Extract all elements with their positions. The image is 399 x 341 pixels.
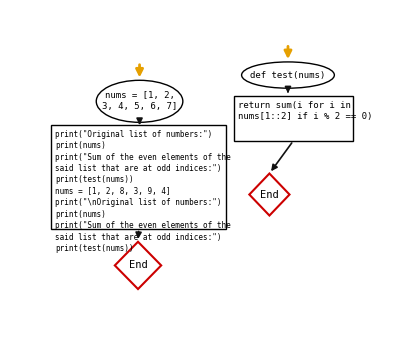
Text: End: End [260,190,279,199]
Bar [234,96,353,141]
Text: def test(nums): def test(nums) [250,71,326,79]
Text: return sum(i for i in
nums[1::2] if i % 2 == 0): return sum(i for i in nums[1::2] if i % … [237,101,372,121]
Ellipse shape [96,80,183,122]
Polygon shape [249,174,290,216]
Ellipse shape [242,62,334,88]
Text: nums = [1, 2,
3, 4, 5, 6, 7]: nums = [1, 2, 3, 4, 5, 6, 7] [102,91,177,112]
Bar [51,125,226,229]
Polygon shape [115,242,161,289]
Text: print("Original list of numbers:")
print(nums)
print("Sum of the even elements o: print("Original list of numbers:") print… [55,130,231,253]
Text: End: End [128,261,147,270]
